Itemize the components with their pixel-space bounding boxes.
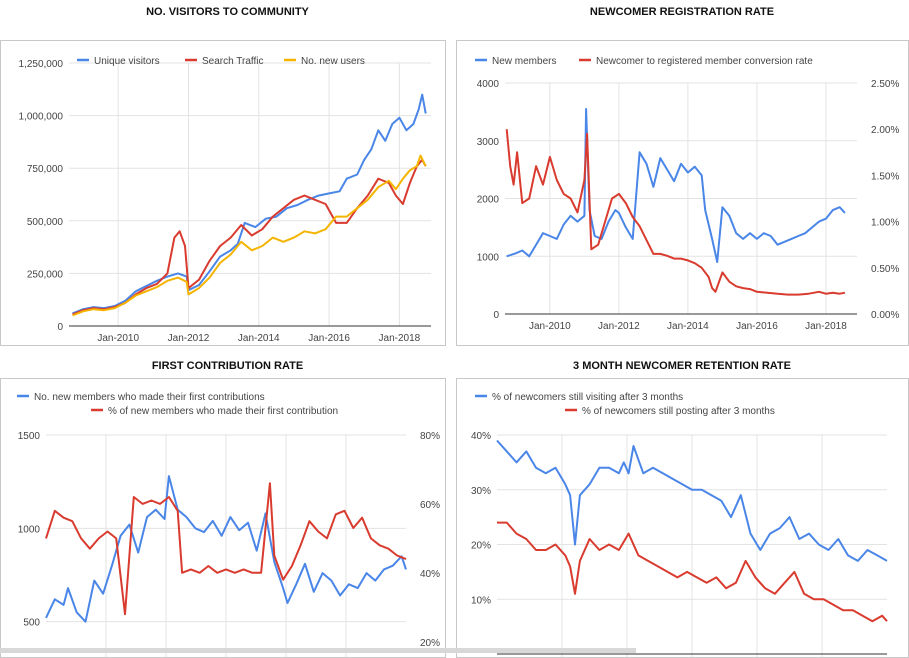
- series-line-2: [72, 158, 427, 316]
- y-tick-label: 4000: [477, 79, 500, 90]
- series-line-1: [506, 108, 846, 263]
- y-tick-label: 1,250,000: [19, 59, 64, 70]
- legend-label: Newcomer to registered member conversion…: [596, 56, 813, 67]
- registration-chart-panel: 0 1000 2000 3000 4000 0.00% 0.50% 1.00% 1.50% 2.0…: [456, 40, 909, 346]
- x-tick-label: Jan-2016: [308, 333, 350, 344]
- retention-chart: 10% 20% 30% 40% % of newcomers still visitin…: [471, 392, 888, 657]
- retention-chart-title: 3 MONTH NEWCOMER RETENTION RATE: [573, 360, 791, 372]
- horizontal-scrollbar[interactable]: [0, 648, 636, 653]
- visitors-chart-panel: 0 250,000 500,000 750,000 1,000,000 1,250,000…: [0, 40, 446, 346]
- x-tick-label: Jan-2018: [805, 321, 847, 332]
- contribution-chart: 500 1000 1500 20% 40% 60% 80% No. new members w…: [17, 392, 440, 657]
- legend-label: No. new members who made their first con…: [34, 392, 265, 403]
- x-tick-label: Jan-2014: [667, 321, 709, 332]
- y2-tick-label: 80%: [420, 431, 440, 442]
- y2-tick-label: 1.00%: [871, 218, 899, 229]
- contribution-chart-panel: 500 1000 1500 20% 40% 60% 80% No. new members w…: [0, 378, 446, 658]
- y2-tick-label: 0.00%: [871, 310, 899, 321]
- y-tick-label: 1000: [477, 252, 500, 263]
- x-tick-label: Jan-2012: [598, 321, 640, 332]
- y-tick-label: 20%: [471, 541, 491, 552]
- y2-tick-label: 40%: [420, 569, 440, 580]
- legend-label: % of newcomers still posting after 3 mon…: [582, 406, 775, 417]
- series-line-1: [72, 93, 427, 315]
- legend-label: % of newcomers still visiting after 3 mo…: [492, 392, 683, 403]
- y-tick-label: 1,000,000: [19, 112, 64, 123]
- registration-chart: 0 1000 2000 3000 4000 0.00% 0.50% 1.00% 1.50% 2.0…: [475, 56, 899, 332]
- legend-label: Search Traffic: [202, 56, 264, 67]
- x-tick-label: Jan-2012: [168, 333, 210, 344]
- series-line-1: [45, 475, 407, 623]
- y-tick-label: 500: [23, 618, 40, 629]
- y-tick-label: 1000: [18, 524, 41, 535]
- x-tick-label: Jan-2018: [379, 333, 421, 344]
- y2-tick-label: 60%: [420, 500, 440, 511]
- y-tick-label: 0: [493, 310, 499, 321]
- y-tick-label: 10%: [471, 595, 491, 606]
- y-tick-label: 250,000: [27, 269, 64, 280]
- x-tick-label: Jan-2010: [97, 333, 139, 344]
- y-tick-label: 0: [57, 322, 63, 333]
- y2-tick-label: 1.50%: [871, 171, 899, 182]
- registration-chart-title: NEWCOMER REGISTRATION RATE: [589, 6, 775, 18]
- series-line-2: [497, 521, 888, 623]
- visitors-chart-title: NO. VISITORS TO COMMUNITY: [146, 6, 309, 18]
- series-line-3: [72, 154, 427, 317]
- y2-tick-label: 20%: [420, 638, 440, 649]
- series-line-2: [505, 129, 846, 296]
- x-tick-label: Jan-2010: [529, 321, 571, 332]
- y2-tick-label: 2.00%: [871, 125, 899, 136]
- legend-label: % of new members who made their first co…: [108, 406, 338, 417]
- x-tick-label: Jan-2016: [736, 321, 778, 332]
- visitors-chart: 0 250,000 500,000 750,000 1,000,000 1,250,000…: [19, 56, 431, 344]
- y-tick-label: 3000: [477, 137, 500, 148]
- y-tick-label: 1500: [18, 431, 41, 442]
- series-line-2: [45, 482, 407, 616]
- legend-label: New members: [492, 56, 556, 67]
- series-line-1: [496, 439, 888, 562]
- legend-label: Unique visitors: [94, 56, 160, 67]
- y-tick-label: 40%: [471, 431, 491, 442]
- y2-tick-label: 0.50%: [871, 264, 899, 275]
- legend-label: No. new users: [301, 56, 365, 67]
- x-tick-label: Jan-2014: [238, 333, 280, 344]
- retention-chart-panel: 10% 20% 30% 40% % of newcomers still visitin…: [456, 378, 909, 658]
- y-tick-label: 750,000: [27, 164, 64, 175]
- y-tick-label: 500,000: [27, 217, 64, 228]
- y-tick-label: 30%: [471, 486, 491, 497]
- contribution-chart-title: FIRST CONTRIBUTION RATE: [151, 360, 304, 372]
- y2-tick-label: 2.50%: [871, 79, 899, 90]
- y-tick-label: 2000: [477, 195, 500, 206]
